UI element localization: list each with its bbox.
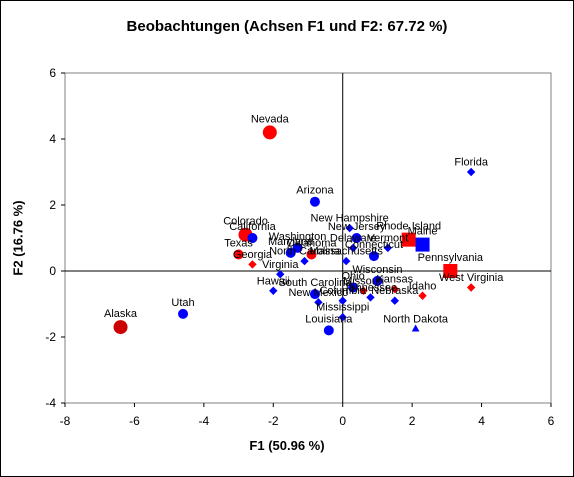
data-point-label: Nebraska <box>371 285 419 297</box>
data-point <box>338 313 347 322</box>
data-point <box>418 291 427 300</box>
data-point-label: Georgia <box>233 249 273 261</box>
x-tick-label: -4 <box>199 414 210 428</box>
data-point-label: California <box>229 221 276 233</box>
data-point <box>348 282 359 293</box>
data-point <box>466 167 476 177</box>
data-point <box>372 275 383 286</box>
data-point <box>285 247 296 258</box>
data-point <box>338 296 347 305</box>
data-point <box>323 325 334 336</box>
data-point-label: Wisconsin <box>352 264 402 276</box>
data-point-label: Connecticut <box>345 239 403 251</box>
plot-area <box>64 72 552 404</box>
data-point-label: North Carolina <box>269 246 341 258</box>
data-point-label: Idaho <box>409 280 437 292</box>
data-point-label: Tennessee <box>344 282 397 294</box>
data-point-label: West Virginia <box>439 272 504 284</box>
data-point-label: Pennsylvania <box>418 252 484 264</box>
x-tick-label: 4 <box>478 414 485 428</box>
data-point <box>368 251 379 262</box>
data-point-label: North Dakota <box>383 313 449 325</box>
data-point-label: Virginia <box>262 259 299 271</box>
data-point-label: Washington <box>269 231 327 243</box>
data-point-label: New Hampshire <box>311 213 389 225</box>
data-point <box>233 249 244 260</box>
chart-title: Beobachtungen (Achsen F1 und F2: 67.72 %… <box>126 18 448 35</box>
data-point-label: Columbia <box>319 285 366 297</box>
data-point <box>309 289 320 300</box>
data-point-label: Hawaii <box>257 275 290 287</box>
data-point <box>359 286 368 295</box>
data-point <box>314 298 323 307</box>
data-point-label: Missouri <box>343 275 384 287</box>
data-point <box>466 283 476 292</box>
data-point-label: Colorado <box>223 216 268 228</box>
data-point-label: Arizona <box>296 185 334 197</box>
data-point-label: Nevada <box>251 113 290 125</box>
data-point <box>300 256 309 266</box>
data-point-label: New Jersey <box>328 221 386 233</box>
data-point <box>262 125 277 140</box>
data-point-label: Massachusetts <box>309 246 383 258</box>
data-point-label: Delaware <box>330 232 376 244</box>
data-point-label: Rhode Island <box>376 221 441 233</box>
data-point <box>269 286 278 295</box>
x-tick-label: -2 <box>268 414 279 428</box>
data-point <box>411 324 420 332</box>
y-tick-label: 2 <box>49 198 56 212</box>
data-point-label: Mississippi <box>316 302 369 314</box>
data-point <box>383 243 393 253</box>
data-point <box>401 232 416 247</box>
data-point-label: Maine <box>408 226 438 238</box>
data-point <box>366 293 375 302</box>
x-tick-label: 6 <box>548 414 555 428</box>
data-point <box>178 308 189 319</box>
data-point <box>348 243 358 253</box>
y-tick-label: 4 <box>49 132 56 146</box>
data-point <box>390 296 399 305</box>
x-tick-label: -6 <box>129 414 140 428</box>
y-tick-label: -4 <box>45 396 56 410</box>
data-point <box>248 260 257 269</box>
data-point <box>345 223 354 233</box>
x-tick-label: 0 <box>339 414 346 428</box>
data-point-label: South Carolina <box>279 277 353 289</box>
y-tick-label: 6 <box>49 66 56 80</box>
y-tick-label: -2 <box>45 330 56 344</box>
data-point-label: Kansas <box>376 274 413 286</box>
data-point <box>292 242 303 253</box>
x-axis-label: F1 (50.96 %) <box>249 438 325 453</box>
data-point <box>247 233 258 243</box>
data-point <box>309 196 320 207</box>
data-point-label: Ohio <box>342 271 365 283</box>
data-point-label: Louisiana <box>305 313 353 325</box>
data-point <box>443 264 458 278</box>
data-point-label: Maryland <box>268 236 313 248</box>
data-point-label: Alaska <box>104 308 138 320</box>
data-point <box>351 233 362 243</box>
x-tick-label: 2 <box>409 414 416 428</box>
data-point <box>390 284 399 294</box>
data-point <box>113 320 128 335</box>
data-point-label: New Mexico <box>288 287 348 299</box>
data-point <box>415 237 430 252</box>
x-tick-label: -8 <box>60 414 71 428</box>
data-point-label: Vermont <box>367 232 408 244</box>
data-point-label: Oklahoma <box>286 238 337 250</box>
data-point-label: Texas <box>224 238 253 250</box>
data-point <box>306 249 317 260</box>
data-point <box>341 256 351 266</box>
y-tick-label: 0 <box>49 264 56 278</box>
data-point-label: Florida <box>454 157 489 169</box>
data-point-label: Utah <box>171 297 194 309</box>
data-point <box>276 270 285 279</box>
